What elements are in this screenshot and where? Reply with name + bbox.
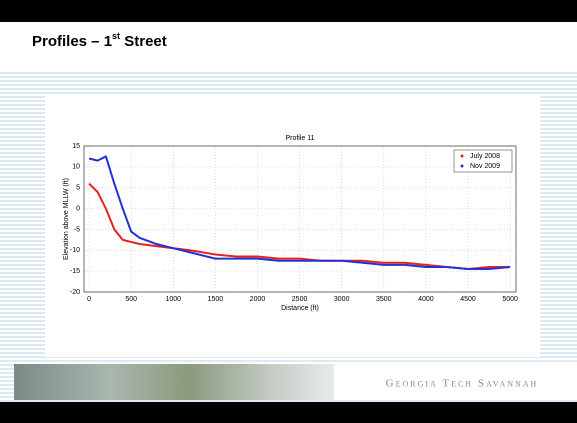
legend-box	[453, 149, 513, 173]
x-tick-label: 0	[87, 296, 91, 303]
x-tick-label: 2000	[250, 296, 266, 303]
title-band	[0, 22, 577, 72]
y-tick-label: -5	[74, 226, 80, 233]
y-tick-label: 5	[76, 185, 80, 192]
x-tick-label: 2500	[292, 296, 308, 303]
x-tick-label: 3000	[334, 296, 350, 303]
slide-title: Profiles – 1st Street	[32, 31, 167, 50]
x-axis-label: Distance (ft)	[281, 305, 319, 312]
x-tick-label: 1000	[165, 296, 181, 303]
legend-marker	[460, 154, 464, 158]
legend-label: July 2008	[470, 153, 500, 160]
x-tick-label: 1500	[208, 296, 224, 303]
title-sup: st	[112, 31, 120, 41]
chart-title: Profile 11	[285, 135, 314, 142]
legend-label: Nov 2009	[470, 163, 500, 170]
x-tick-label: 3500	[376, 296, 392, 303]
y-tick-label: -20	[70, 289, 80, 296]
plot-area	[84, 146, 516, 292]
title-part: Street	[120, 33, 167, 50]
series-line	[88, 155, 511, 271]
y-tick-label: 15	[72, 143, 80, 150]
title-part: Profiles – 1	[32, 33, 112, 50]
footer-text: Georgia Tech Savannah	[386, 378, 539, 390]
x-tick-label: 5000	[502, 296, 518, 303]
y-tick-label: -10	[70, 247, 80, 254]
legend-marker	[460, 164, 464, 168]
y-tick-label: 10	[72, 164, 80, 171]
x-tick-label: 500	[125, 296, 137, 303]
chart: Profile 11 Distance (ft) Elevation above M…	[63, 135, 518, 312]
y-tick-label: 0	[76, 205, 80, 212]
y-axis-label: Elevation above MLLW (ft)	[63, 178, 70, 260]
y-tick-label: -15	[70, 268, 80, 275]
photo-strip	[14, 364, 334, 400]
footer-band	[334, 364, 577, 400]
axes-frame	[83, 145, 517, 293]
x-tick-label: 4500	[460, 296, 476, 303]
x-tick-label: 4000	[418, 296, 434, 303]
series-line	[88, 182, 511, 271]
